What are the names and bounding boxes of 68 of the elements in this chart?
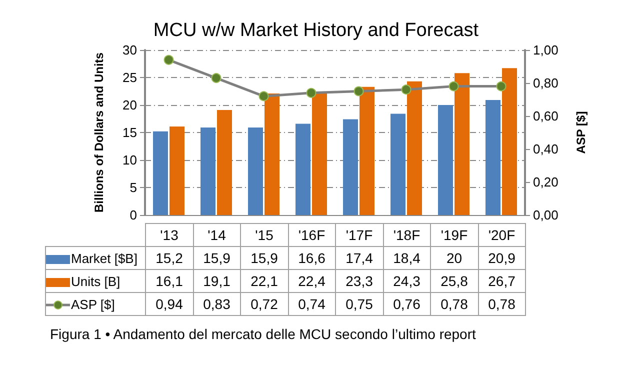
x-tick-label: '20F <box>478 224 526 246</box>
x-tick-label: '17F <box>336 224 383 246</box>
y2-tick-label: 0,40 <box>533 142 558 156</box>
data-label: 22,4 <box>288 270 336 292</box>
y-tick-label: 25 <box>122 70 137 85</box>
data-label: 15,9 <box>240 246 288 270</box>
data-label: 26,7 <box>478 270 526 292</box>
bar <box>438 105 453 215</box>
bar <box>153 131 168 215</box>
y2-tick-label: 0,00 <box>533 208 558 222</box>
data-label: 15,9 <box>193 246 240 270</box>
bar <box>296 124 310 215</box>
bar <box>486 100 500 215</box>
bar <box>454 73 470 215</box>
y-tick-label: 15 <box>122 125 137 140</box>
data-label: 20,9 <box>478 246 526 270</box>
bar <box>390 114 406 215</box>
data-label: 0,76 <box>383 292 430 316</box>
legend-label: Market [$B] <box>46 246 146 270</box>
bar <box>343 119 358 215</box>
y2-tick-label: 0,80 <box>533 76 558 90</box>
data-label: 0,75 <box>336 292 383 316</box>
data-label: 16,6 <box>288 246 336 270</box>
bar <box>502 68 517 215</box>
bar <box>312 92 327 215</box>
bar <box>407 81 422 215</box>
bar <box>248 128 263 215</box>
x-tick-label: '16F <box>288 224 336 246</box>
bar <box>264 93 280 215</box>
y-axis-title: Billions of Dollars and Units <box>92 52 106 213</box>
x-tick-label: '15 <box>240 224 288 246</box>
data-label: 20 <box>430 246 478 270</box>
data-label: 0,72 <box>240 292 288 316</box>
y-tick-label: 5 <box>130 180 137 195</box>
data-label: 15,2 <box>146 246 193 270</box>
y-tick-label: 20 <box>122 98 137 112</box>
x-tick-label: '19F <box>430 224 478 246</box>
y-tick-label: 0 <box>130 208 137 222</box>
data-label: 17,4 <box>336 246 383 270</box>
data-label: 16,1 <box>146 270 193 292</box>
data-label: 25,8 <box>430 270 478 292</box>
y2-tick-label: 0,20 <box>533 174 558 190</box>
y2-tick-label: 0,60 <box>533 108 558 124</box>
data-label: 24,3 <box>383 270 430 292</box>
x-tick-label: '14 <box>193 224 240 246</box>
data-label: 0,94 <box>146 292 193 316</box>
bar <box>360 86 374 215</box>
bar <box>200 128 216 215</box>
text: Figura 1 • Andamento del mercato delle MCU secondo l’ultimo report <box>50 326 477 342</box>
y2-axis-title: ASP [$] <box>574 111 588 154</box>
bar <box>170 126 184 215</box>
data-label: 0,78 <box>430 292 478 316</box>
x-tick-label: '13 <box>146 224 193 246</box>
y2-tick-label: 1,00 <box>533 42 558 58</box>
y-tick-label: 10 <box>122 152 137 168</box>
data-label: 22,1 <box>240 270 288 292</box>
data-label: 23,3 <box>336 270 383 292</box>
x-tick-label: '18F <box>383 224 430 246</box>
legend-label: ASP [$] <box>46 292 146 316</box>
legend-label: Units [B] <box>46 270 146 292</box>
data-label: 19,1 <box>193 270 240 292</box>
data-label: 0,78 <box>478 292 526 316</box>
y-tick-label: 30 <box>122 42 137 58</box>
data-label: 0,83 <box>193 292 240 316</box>
data-label: 18,4 <box>383 246 430 270</box>
bar <box>217 110 232 215</box>
data-label: 0,74 <box>288 292 336 316</box>
chart-title: MCU w/w Market History and Forecast <box>153 20 480 41</box>
